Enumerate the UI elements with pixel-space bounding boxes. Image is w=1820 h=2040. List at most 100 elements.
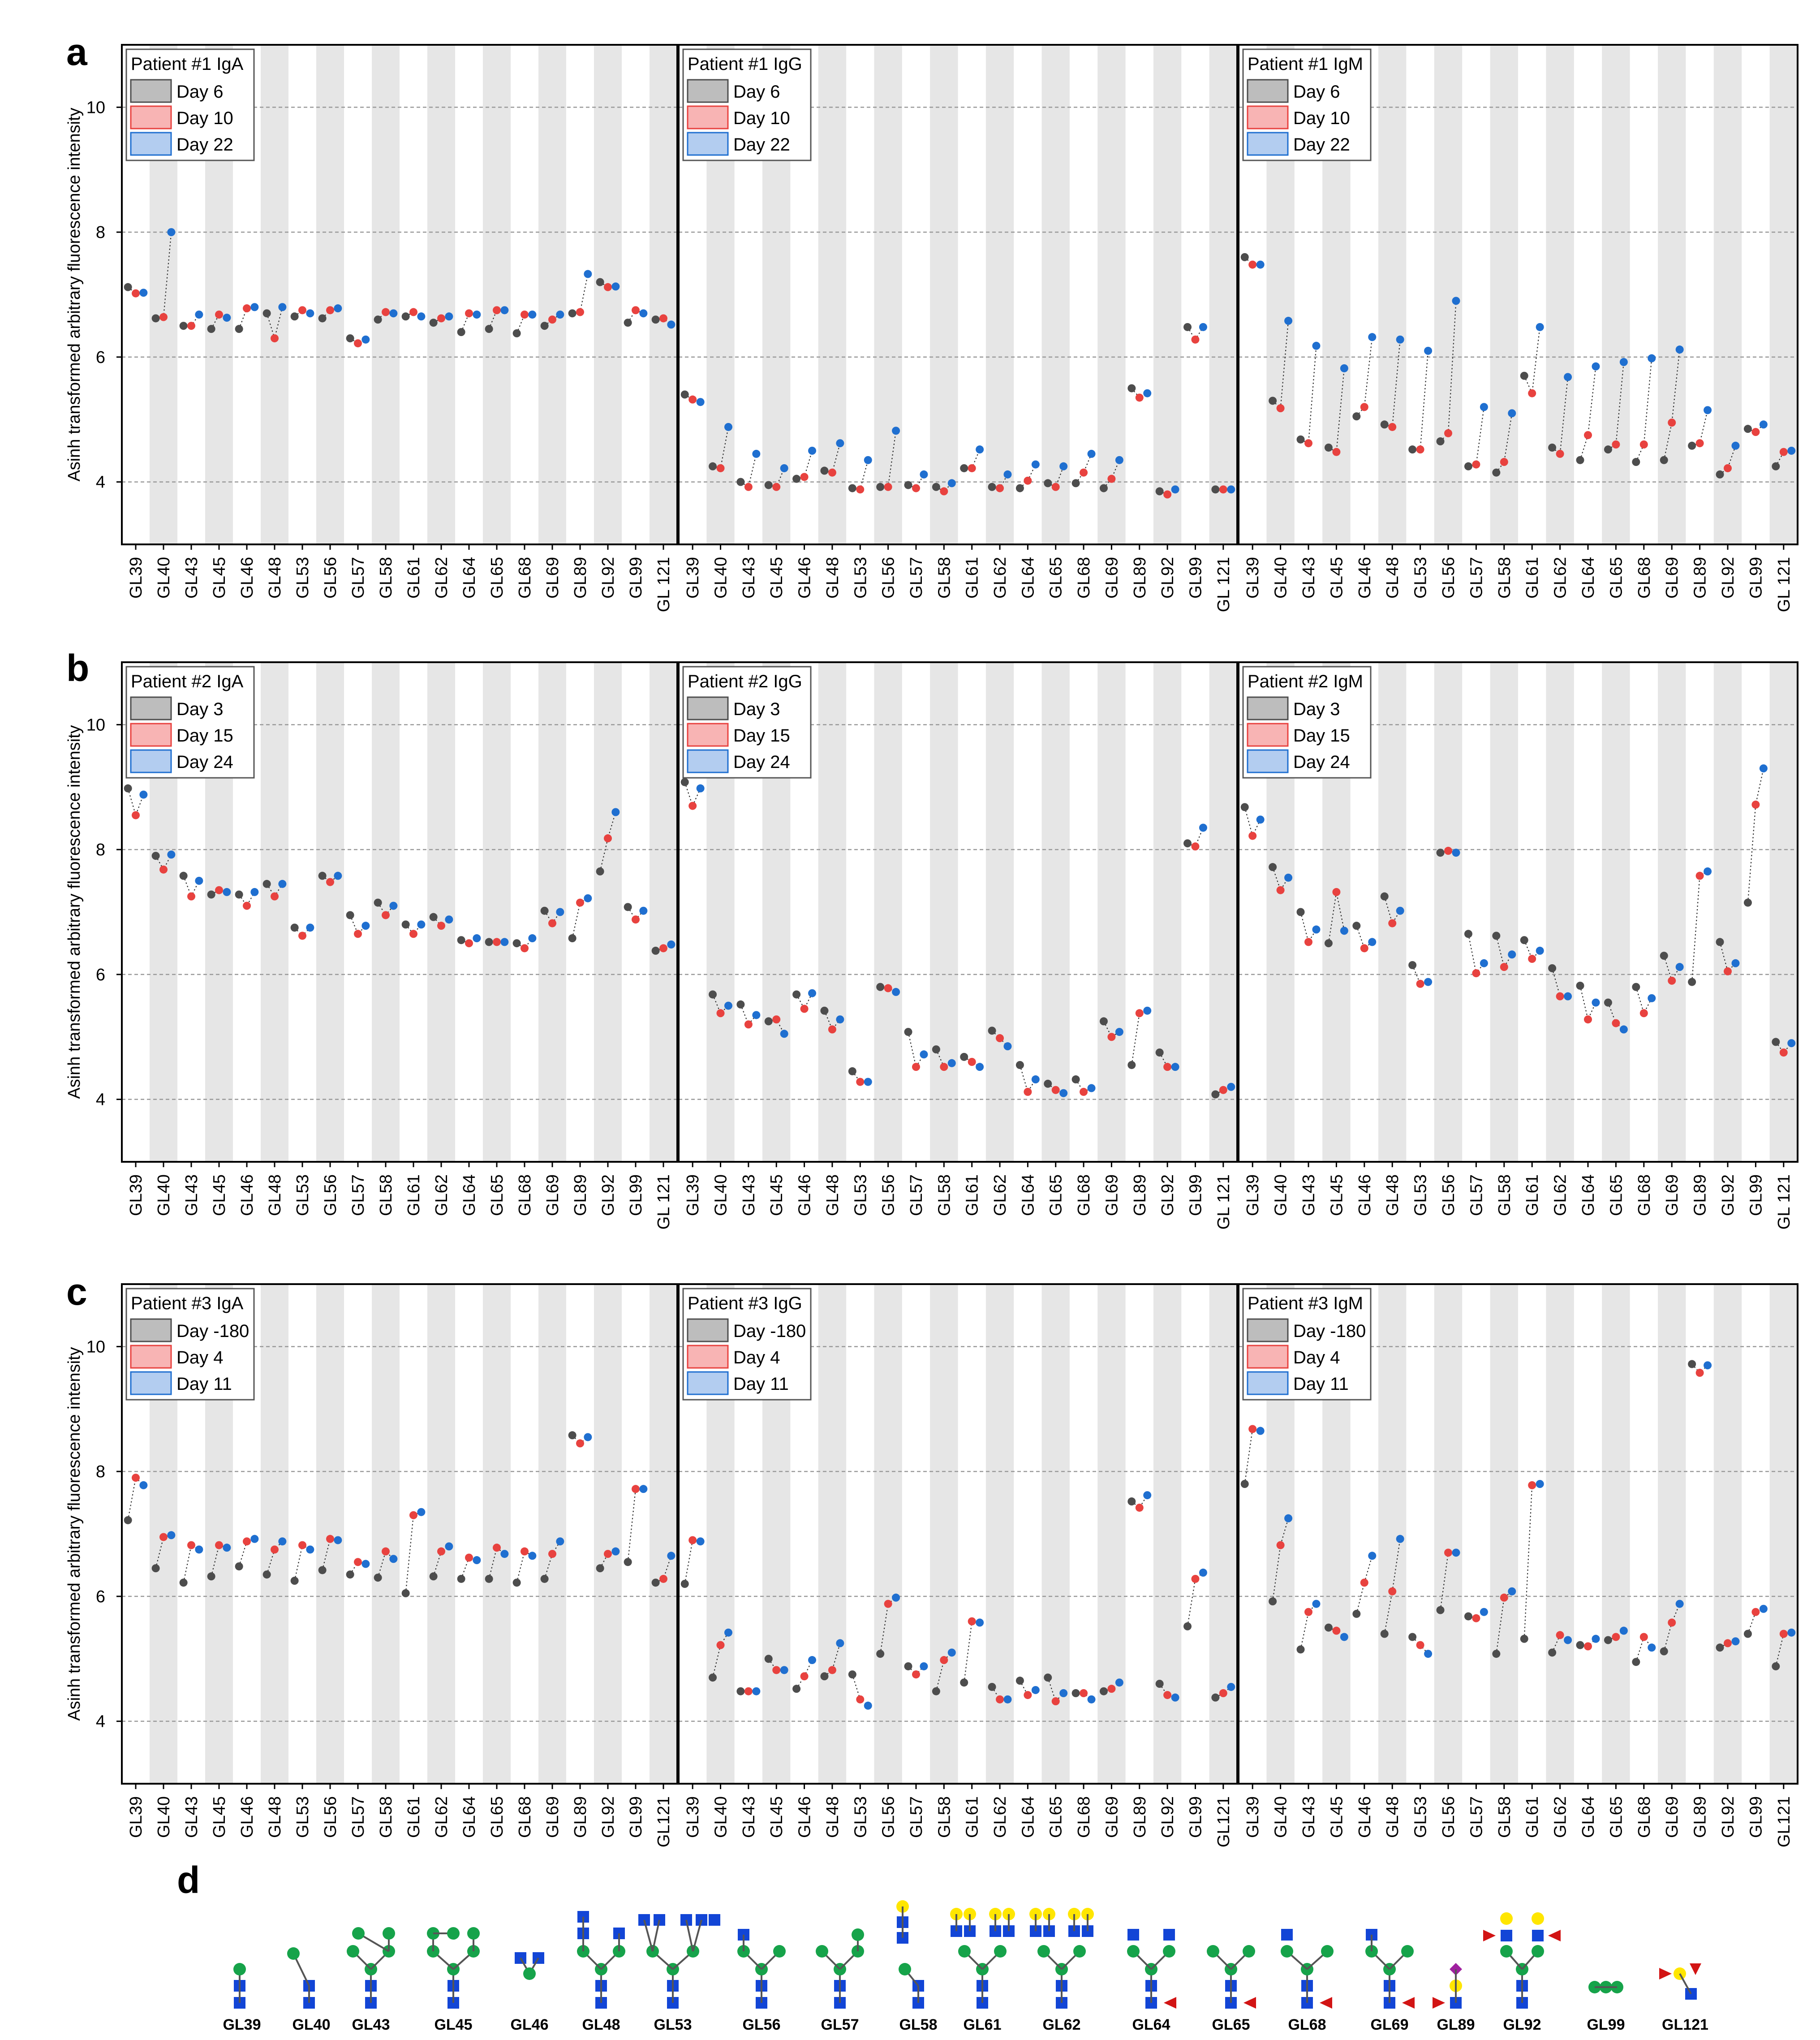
data-point-day-22: [1452, 297, 1460, 305]
x-tick-label: GL64: [460, 1796, 479, 1838]
y-tick-label: 8: [96, 841, 105, 859]
glycan-structure-gl92: [1483, 1912, 1561, 2009]
mannose-circle-icon: [994, 1945, 1007, 1958]
data-point-day-4: [1612, 1633, 1620, 1641]
data-point-day-11: [976, 1618, 984, 1627]
data-point-day-15: [1500, 963, 1508, 971]
data-point-day-15: [940, 1063, 948, 1071]
x-tick-label: GL58: [377, 1796, 396, 1838]
data-point-day-180: [1548, 1648, 1557, 1657]
data-point-day-3: [904, 1028, 912, 1036]
data-point-day-11: [167, 1531, 176, 1540]
data-point-day-10: [1080, 468, 1088, 477]
x-tick-label: GL89: [571, 1796, 590, 1838]
data-point-day-11: [1340, 1633, 1348, 1641]
category-band: [261, 1284, 288, 1784]
x-tick-label: GL46: [238, 1174, 257, 1216]
data-point-day-180: [1044, 1673, 1052, 1682]
category-band: [1490, 1284, 1518, 1784]
data-point-day-22: [1031, 460, 1040, 469]
glycan-structure-gl57: [816, 1928, 864, 2009]
mannose-circle-icon: [1037, 1945, 1050, 1958]
glycan-label-gl69: GL69: [1370, 2016, 1408, 2033]
glycan-structure-gl121: [1659, 1963, 1701, 2000]
data-point-day-3: [1155, 1048, 1164, 1057]
legend: Patient #2 IgM Day 3 Day 15 Day 24: [1242, 666, 1372, 779]
connector-line: [1496, 413, 1513, 473]
legend-swatch: [687, 1371, 729, 1395]
legend-swatch: [130, 1345, 172, 1369]
category-band: [1769, 45, 1798, 544]
glycan-structure-gl39: [233, 1963, 246, 2009]
x-tick-label: GL92: [1719, 557, 1738, 599]
data-point-day-10: [326, 306, 334, 315]
data-point-day-24: [528, 934, 537, 943]
glcnac-square-icon: [1501, 1930, 1512, 1941]
data-point-day-3: [429, 913, 438, 921]
data-point-day-22: [864, 456, 872, 464]
data-point-day-6: [1576, 456, 1584, 464]
data-point-day-6: [709, 462, 717, 470]
glycan-label-gl58: GL58: [899, 2016, 937, 2033]
data-point-day-6: [1464, 462, 1472, 470]
data-point-day-11: [920, 1662, 928, 1670]
data-point-day-22: [1087, 449, 1096, 458]
data-point-day-10: [1332, 448, 1341, 456]
data-point-day-22: [1227, 485, 1235, 494]
plot-frame: [678, 44, 1238, 545]
data-point-day-11: [528, 1552, 537, 1560]
x-tick-label: GL64: [1019, 1174, 1037, 1216]
x-tick-label: GL58: [1495, 1796, 1514, 1838]
glcnac-square-icon: [1281, 1929, 1293, 1941]
data-point-day-22: [667, 320, 676, 329]
data-point-day-4: [132, 1474, 140, 1482]
plot-frame: [121, 44, 678, 545]
legend-swatch: [130, 723, 172, 747]
data-point-day-11: [1059, 1689, 1068, 1697]
data-point-day-22: [167, 228, 176, 237]
data-point-day-10: [1472, 460, 1480, 469]
x-tick-label: GL99: [1186, 1796, 1205, 1838]
x-tick-label: GL 121: [1775, 1174, 1794, 1229]
data-point-day-4: [1528, 1481, 1536, 1489]
category-band: [483, 662, 511, 1162]
data-point-day-6: [1071, 479, 1080, 487]
x-tick-label: GL48: [266, 557, 284, 599]
glycan-structure-gl43: [347, 1927, 395, 2009]
data-point-day-180: [1324, 1623, 1333, 1632]
data-point-day-15: [1779, 1048, 1788, 1057]
mannose-circle-icon: [1073, 1945, 1086, 1958]
data-point-day-3: [1688, 978, 1696, 986]
data-point-day-22: [752, 449, 761, 458]
data-point-day-24: [1675, 963, 1684, 971]
fucose-triangle-icon: [1164, 1997, 1176, 2009]
x-tick-label: GL99: [627, 1796, 645, 1838]
data-point-day-24: [556, 908, 564, 916]
x-tick-label: GL53: [1411, 557, 1430, 599]
data-point-day-10: [856, 485, 865, 494]
data-point-day-24: [1592, 998, 1600, 1007]
x-tick-label: GL39: [127, 557, 146, 599]
category-band: [874, 662, 902, 1162]
data-point-day-180: [680, 1580, 689, 1588]
connector-line: [405, 924, 422, 935]
data-point-day-3: [1604, 998, 1612, 1007]
x-tick-label: GL39: [1243, 1796, 1262, 1838]
data-point-day-15: [215, 886, 223, 894]
data-point-day-11: [1508, 1587, 1516, 1596]
data-point-day-4: [521, 1547, 529, 1556]
data-point-day-10: [1500, 458, 1508, 466]
x-tick-label: GL56: [321, 557, 340, 599]
y-axis-title: Asinh transformed arbitrary fluorescence…: [65, 1347, 84, 1721]
fucose-triangle-icon: [1433, 1997, 1445, 2009]
data-point-day-10: [132, 289, 140, 298]
data-point-day-3: [485, 938, 493, 946]
category-band: [594, 662, 622, 1162]
x-tick-label: GL 121: [654, 557, 673, 612]
category-band: [1546, 662, 1574, 1162]
data-point-day-22: [947, 479, 956, 487]
data-point-day-24: [334, 871, 342, 880]
data-point-day-180: [318, 1566, 327, 1574]
data-point-day-3: [318, 871, 327, 880]
data-point-day-180: [1716, 1643, 1724, 1652]
